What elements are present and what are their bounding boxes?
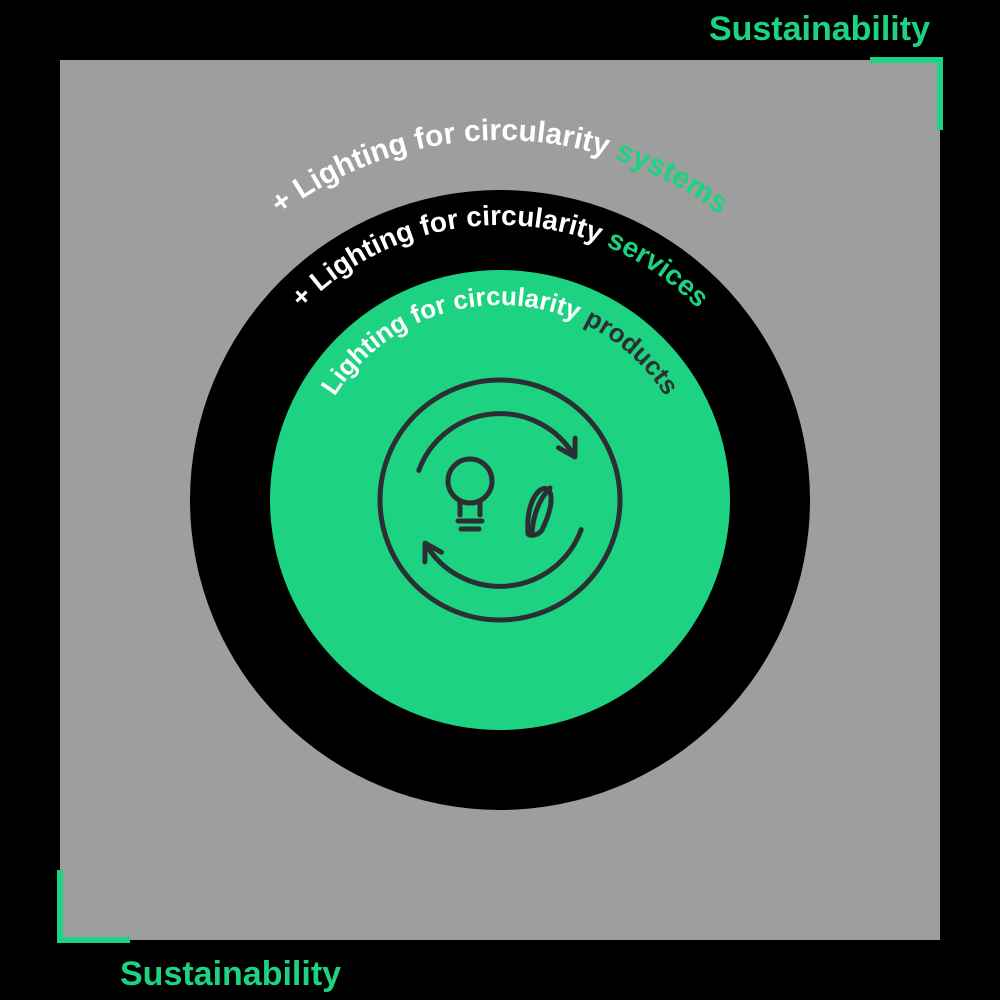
label-sustainability-top: Sustainability — [709, 10, 930, 48]
diagram-svg: + Lighting for circularity systems+ Ligh… — [0, 0, 1000, 1000]
ring-inner — [270, 270, 730, 730]
label-sustainability-bottom: Sustainability — [120, 955, 341, 993]
diagram-root: + Lighting for circularity systems+ Ligh… — [0, 0, 1000, 1000]
